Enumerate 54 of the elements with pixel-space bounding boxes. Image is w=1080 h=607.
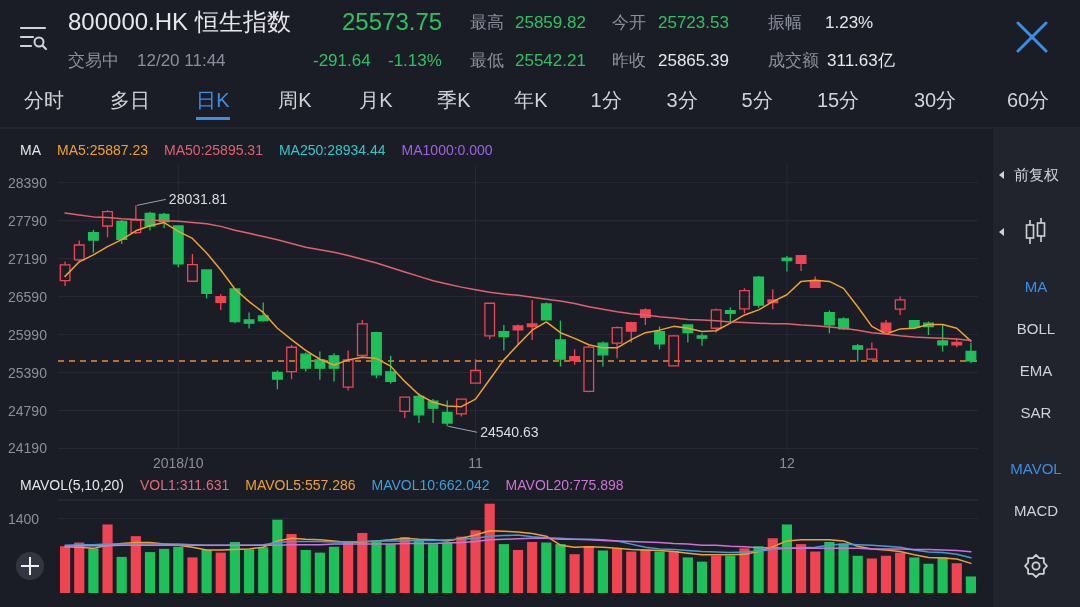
y-tick-label: 24790 [8,402,47,419]
legend: MAVOL(5,10,20) VOL1:311.631 MAVOL5:557.286 MAVOL10:662.042 MAVOL20:775.898 [20,477,624,493]
tab-label: 日K [196,89,230,111]
header-text: 振幅 [768,13,802,32]
tab-label: 月K [359,89,393,111]
y-tick-label: 27790 [8,212,47,229]
header-text: 交易中 [68,51,119,70]
tab-label: 分时 [24,89,64,111]
header-text: 今开 [612,13,646,32]
header-text: 25859.82 [515,13,586,32]
annotation: 24540.63 [480,424,539,441]
header-text: 25865.39 [658,51,729,70]
indicator-label: MA [1024,278,1048,295]
indicator-label: EMA [1019,362,1053,379]
indicator-label: BOLL [1016,320,1056,337]
header-text: 25573.75 [342,8,443,35]
y-tick-label: 24190 [8,440,47,457]
tab-label: 30分 [913,89,957,111]
tab-label: 60分 [1006,89,1050,111]
header-text: 昨收 [612,51,646,70]
header-text: 最高 [470,13,504,32]
tab-label: 3分 [666,89,698,111]
x-tick-label: 2018/10 [153,455,204,471]
tab-label: 季K [437,89,471,111]
indicator-label: MAVOL [1010,460,1062,477]
header-text: 25723.53 [658,13,729,32]
y-tick-label: 27190 [8,250,47,267]
annotation: 28031.81 [168,191,228,208]
indicator-label: SAR [1020,404,1052,421]
header-text: -291.64 [313,51,371,70]
header-text: 最低 [470,51,504,70]
x-tick-label: 12 [779,455,795,471]
tab-label: 周K [278,89,312,111]
tab-label: 年K [514,89,548,111]
title: 800000.HK 恒生指数 [68,8,291,35]
header-text: -1.13% [388,51,442,70]
header-text: 12/20 11:44 [137,51,226,70]
header-text: 1.23% [825,13,874,32]
header-text: 25542.21 [515,51,586,70]
y-tick-label: 1400 [8,510,40,527]
tab-label: 5分 [741,89,773,111]
tab-label: 1分 [590,89,622,111]
y-tick-label: 28390 [8,174,47,191]
y-tick-label: 26590 [8,288,47,305]
header-text: 311.63亿 [827,51,895,70]
y-tick-label: 25990 [8,326,47,343]
header-text: 成交额 [768,51,819,70]
y-tick-label: 25390 [8,364,47,381]
tab-label: 多日 [110,89,150,111]
tab-label: 15分 [816,89,860,111]
x-tick-label: 11 [468,455,483,471]
indicator-label: 前复权 [1013,166,1059,183]
indicator-label: MACD [1013,502,1059,519]
legend: MA MA5:25887.23 MA50:25895.31 MA250:28934.44 MA1000:0.000 [20,142,493,158]
